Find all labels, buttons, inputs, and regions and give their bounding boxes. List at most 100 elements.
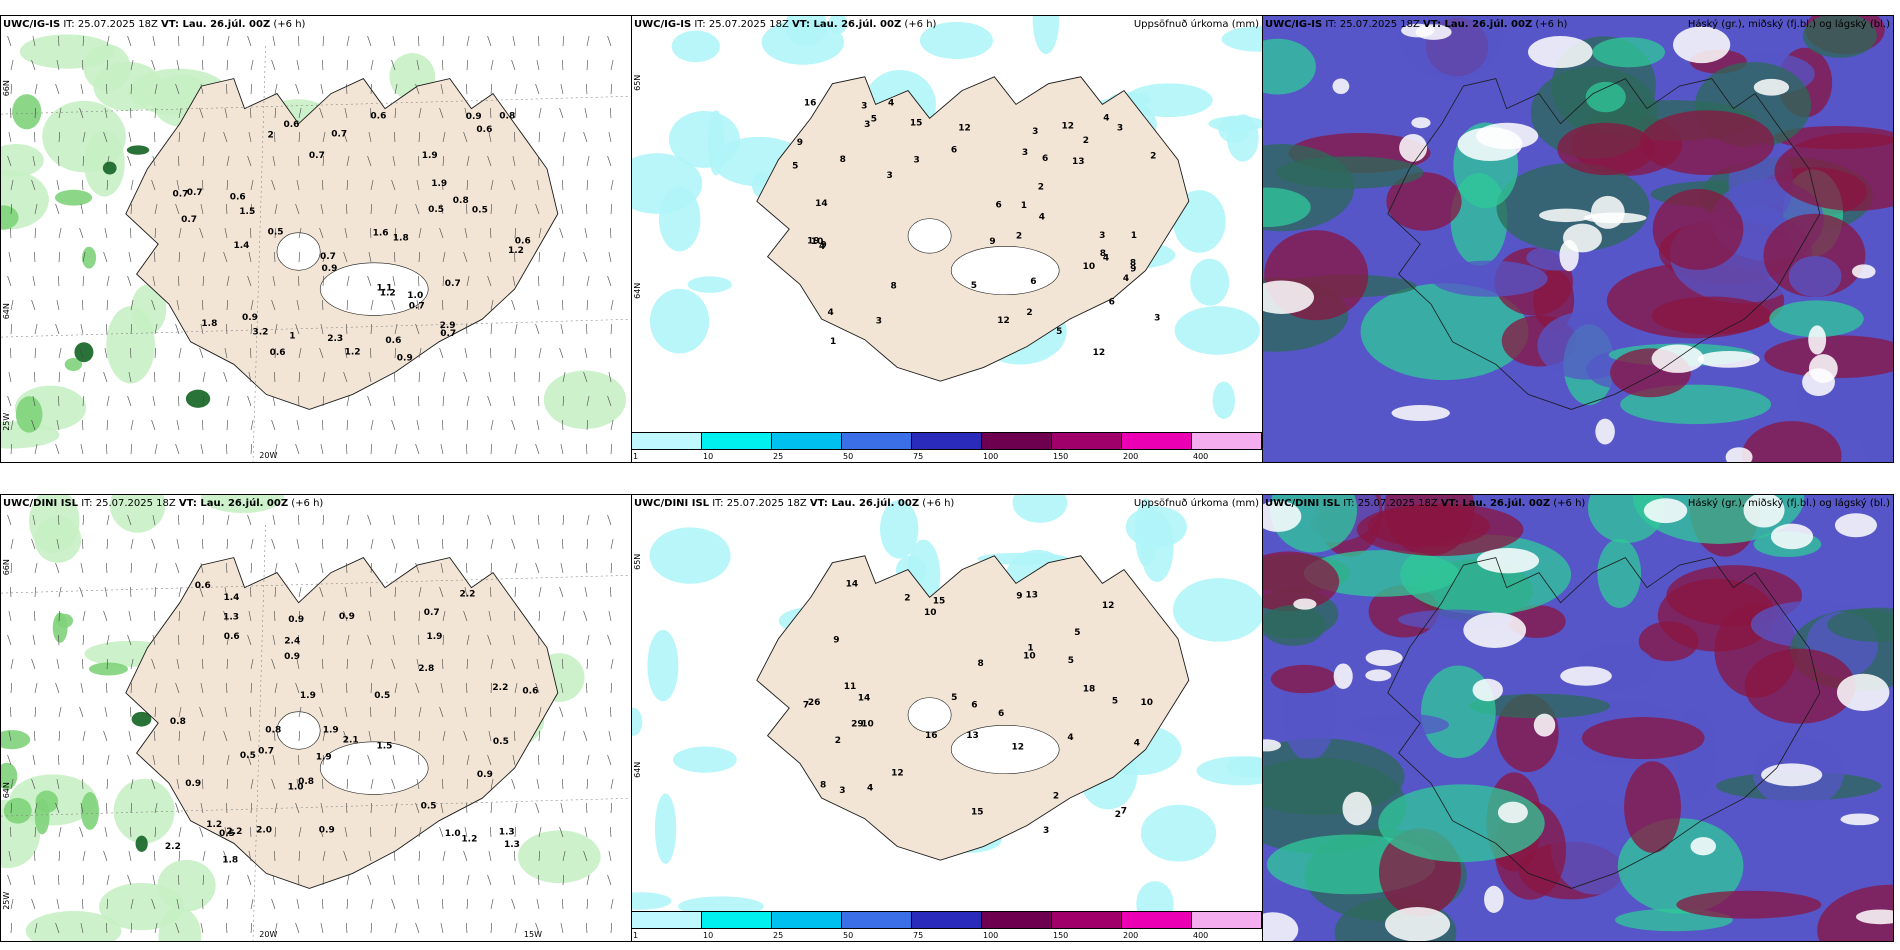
wind-barb xyxy=(536,299,540,311)
wind-barb xyxy=(610,419,614,431)
wind-barb xyxy=(226,323,228,335)
value-label: 1 xyxy=(1027,644,1033,654)
wind-barb xyxy=(10,323,12,335)
wind-barb xyxy=(487,754,492,766)
wind-barb xyxy=(392,155,396,167)
wind-barb xyxy=(346,179,348,191)
wind-barb xyxy=(562,730,566,742)
value-label: 0.7 xyxy=(181,215,197,225)
glacier xyxy=(907,218,952,254)
wind-barb xyxy=(151,419,156,431)
wind-barb xyxy=(274,586,276,598)
clear-sky-patch xyxy=(1411,117,1431,129)
wind-barb xyxy=(610,706,612,718)
value-label: 26 xyxy=(808,698,821,708)
wind-barb xyxy=(487,155,492,167)
wind-barb xyxy=(80,83,84,95)
wind-barb xyxy=(322,634,324,646)
wind-barb xyxy=(319,347,324,359)
wind-barb xyxy=(250,443,252,455)
wind-barb xyxy=(322,251,326,263)
wind-barb xyxy=(560,443,564,455)
value-label: 0.6 xyxy=(270,348,286,358)
wind-barb xyxy=(586,754,590,766)
colorbar-cell xyxy=(1192,432,1262,450)
wind-barb xyxy=(58,107,62,119)
wind-barb xyxy=(538,610,540,622)
wind-barb xyxy=(370,227,372,239)
wind-barb xyxy=(226,395,230,407)
wind-barb xyxy=(370,802,372,814)
wind-barb xyxy=(271,59,276,71)
value-label: 1.2 xyxy=(206,820,222,830)
wind-barb xyxy=(104,586,108,598)
value-label: 8 xyxy=(820,780,826,790)
cloud-area xyxy=(1652,188,1744,270)
wind-barb xyxy=(367,155,372,167)
wind-barb xyxy=(151,299,156,311)
value-label: 2 xyxy=(1083,136,1089,146)
wind-barb xyxy=(298,634,300,646)
wind-barb xyxy=(319,706,324,718)
wind-barb xyxy=(560,83,564,95)
wind-barb xyxy=(178,275,180,287)
wind-barb xyxy=(295,682,300,694)
wind-barb xyxy=(82,778,84,790)
wind-barb xyxy=(127,155,132,167)
value-label: 3 xyxy=(864,120,870,130)
panel-header: UWC/DINI ISL IT: 25.07.2025 18Z VT: Lau.… xyxy=(1265,498,1586,509)
wind-barb xyxy=(127,754,132,766)
wind-barb xyxy=(442,419,444,431)
precip-area xyxy=(687,276,732,293)
wind-barb xyxy=(418,155,420,167)
wind-barb xyxy=(175,203,180,215)
wind-barb xyxy=(368,371,372,383)
wind-barb xyxy=(152,634,156,646)
wind-barb xyxy=(250,323,252,335)
wind-barb xyxy=(178,514,180,526)
value-label: 0.7 xyxy=(440,329,456,339)
wind-barb xyxy=(463,371,468,383)
wind-barb xyxy=(58,514,60,526)
value-label: 1.5 xyxy=(239,207,255,217)
wind-barb xyxy=(586,562,588,574)
wind-barb xyxy=(488,371,492,383)
iceland-land xyxy=(756,555,1190,861)
wind-barb xyxy=(32,754,36,766)
wind-barb xyxy=(487,514,492,526)
wind-barb xyxy=(34,826,36,838)
wind-barb xyxy=(7,874,12,886)
wind-barb xyxy=(368,251,372,263)
wind-barb xyxy=(8,610,12,622)
cloud-area xyxy=(1817,884,1893,941)
clear-sky-patch xyxy=(1834,513,1877,538)
value-label: 0.9 xyxy=(288,615,304,625)
precip-area xyxy=(632,892,672,910)
coastline xyxy=(1387,78,1821,410)
wind-barb xyxy=(538,826,542,838)
value-label: 0.9 xyxy=(185,779,201,789)
value-label: 0.6 xyxy=(515,236,531,246)
wind-barb xyxy=(415,922,420,934)
wind-barb xyxy=(176,59,180,71)
value-label: 2 xyxy=(1016,231,1022,241)
value-label: 5 xyxy=(1056,327,1062,337)
colorbar-tick: 10 xyxy=(703,452,714,461)
wind-barb xyxy=(514,443,518,455)
wind-barb xyxy=(466,562,468,574)
value-label: 0.9 xyxy=(284,652,300,662)
wind-barb xyxy=(586,299,588,311)
wind-barb xyxy=(490,802,492,814)
wind-barb xyxy=(583,131,588,143)
wind-barb xyxy=(55,682,60,694)
clear-sky-patch xyxy=(1497,801,1528,824)
wind-barb xyxy=(343,610,348,622)
wind-barb xyxy=(154,586,156,598)
wind-barb xyxy=(562,395,564,407)
wind-barb xyxy=(271,778,276,790)
wind-barb xyxy=(154,227,156,239)
wind-barb xyxy=(128,251,132,263)
glacier xyxy=(276,232,321,271)
wind-barb xyxy=(466,83,468,95)
iceland-land xyxy=(756,76,1190,382)
